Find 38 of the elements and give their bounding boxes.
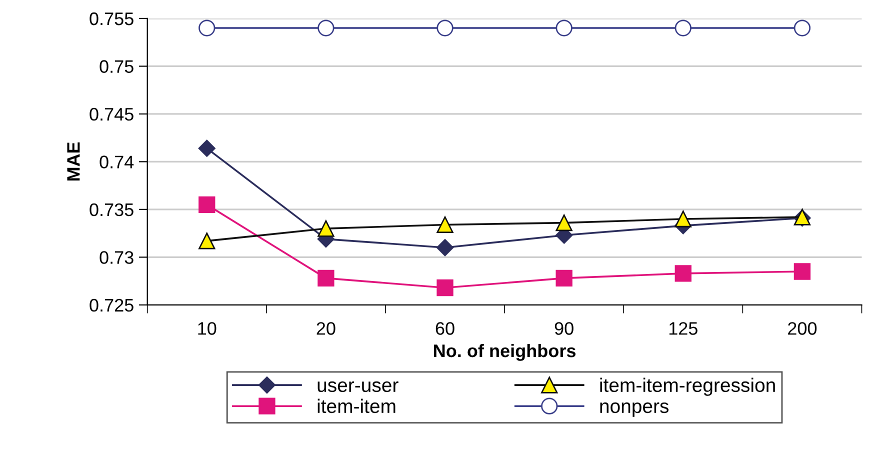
x-axis-title: No. of neighbors <box>434 344 576 361</box>
legend-label: item-item-regression <box>600 378 775 396</box>
x-tick-label: 125 <box>669 322 698 335</box>
point <box>556 270 572 287</box>
y-tick-label: 0.745 <box>90 108 134 121</box>
point <box>436 20 454 36</box>
y-tick-label: 0.755 <box>90 12 134 26</box>
x-tick-label: 20 <box>316 322 336 335</box>
legend-label: item-item <box>318 398 396 414</box>
y-axis-title: MAE <box>67 142 80 181</box>
point <box>198 20 216 36</box>
x-tick-label: 10 <box>198 322 216 335</box>
point <box>198 196 216 213</box>
point <box>318 20 334 36</box>
y-tick-label: 0.74 <box>100 156 134 168</box>
point <box>556 214 572 232</box>
point <box>318 270 334 287</box>
point <box>674 265 692 282</box>
point <box>436 216 454 234</box>
y-tick-label: 0.725 <box>90 298 134 312</box>
y-tick-label: 0.735 <box>90 203 134 216</box>
point <box>794 20 811 36</box>
point <box>674 20 692 36</box>
point <box>436 239 454 256</box>
point <box>674 210 692 228</box>
point <box>198 232 216 250</box>
legend-label: user-user <box>318 381 398 392</box>
legend-label: nonpers <box>600 402 669 417</box>
x-tick-label: 200 <box>788 322 817 335</box>
point <box>198 140 216 157</box>
point <box>318 220 334 237</box>
y-tick-label: 0.73 <box>100 251 134 264</box>
y-tick-label: 0.75 <box>100 60 134 73</box>
point <box>556 20 572 36</box>
x-tick-label: 60 <box>436 322 454 335</box>
x-tick-label: 90 <box>554 322 574 335</box>
point <box>436 279 454 296</box>
point <box>794 263 811 280</box>
